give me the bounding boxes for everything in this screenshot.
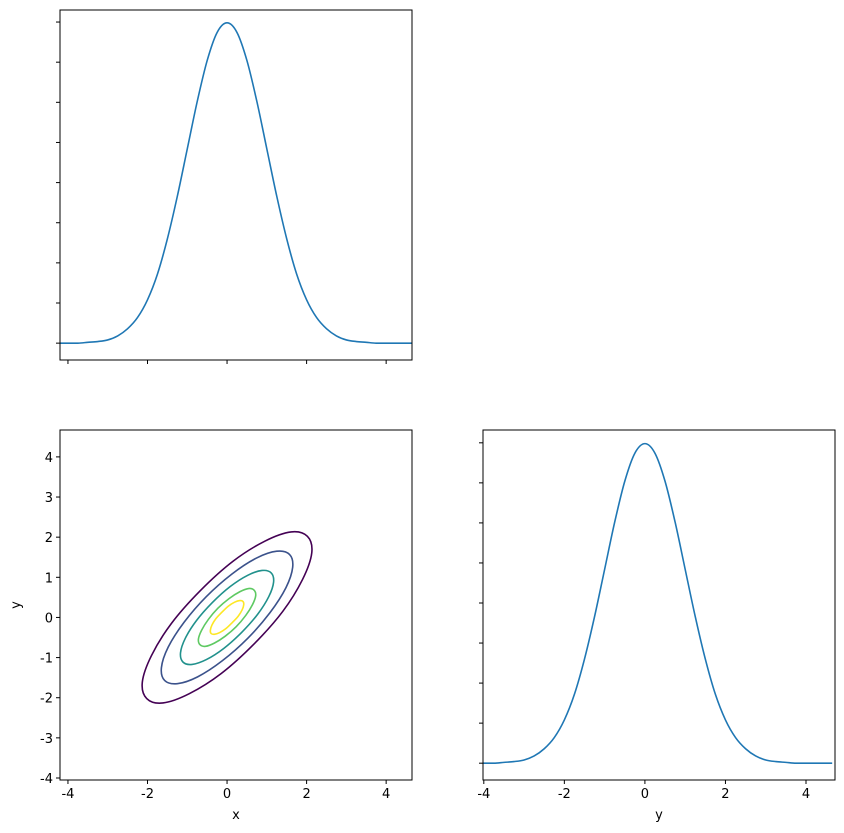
axes-frame [59, 9, 413, 361]
x-tick-label: -4 [61, 787, 74, 802]
plot-area [483, 442, 833, 765]
contour-line [197, 587, 257, 648]
x-tick-label: 2 [721, 787, 729, 802]
contour-line [209, 599, 245, 636]
x-axis-label: x [232, 808, 240, 823]
y-tick-label: -2 [40, 692, 53, 707]
y-tick-label: 2 [45, 531, 53, 546]
line [483, 442, 833, 765]
y-tick-label: -1 [40, 652, 53, 667]
y-tick-label: -3 [40, 732, 53, 747]
contour-line [160, 550, 294, 685]
x-tick-label: -4 [477, 787, 490, 802]
plot-area [141, 530, 313, 704]
x-tick-label: 4 [802, 787, 810, 802]
x-tick-label: 4 [382, 787, 390, 802]
x-tick-label: 0 [641, 787, 649, 802]
y-tick-label: 0 [45, 611, 53, 626]
y-axis-label: y [9, 601, 24, 609]
y-tick-label: -4 [40, 772, 53, 787]
x-tick-label: 0 [223, 787, 231, 802]
y-tick-label: 4 [45, 451, 53, 466]
y-tick-label: 3 [45, 491, 53, 506]
y-tick-label: 1 [45, 571, 53, 586]
panel [56, 9, 413, 364]
x-tick-label: -2 [141, 787, 154, 802]
x-tick-label: -2 [558, 787, 571, 802]
panel: -4 -2 0 2 4 y [477, 429, 836, 823]
x-axis-label: y [655, 808, 663, 823]
plot-area [60, 22, 412, 345]
axes-frame [59, 429, 413, 781]
contour-line [141, 530, 313, 704]
panel: -4 -2 0 2 4 -4 -3 -2 -1 0 1 2 3 4 x y [9, 429, 413, 823]
axes-frame [482, 429, 836, 781]
contour-line [179, 569, 275, 666]
line [60, 22, 412, 345]
x-tick-label: 2 [302, 787, 310, 802]
